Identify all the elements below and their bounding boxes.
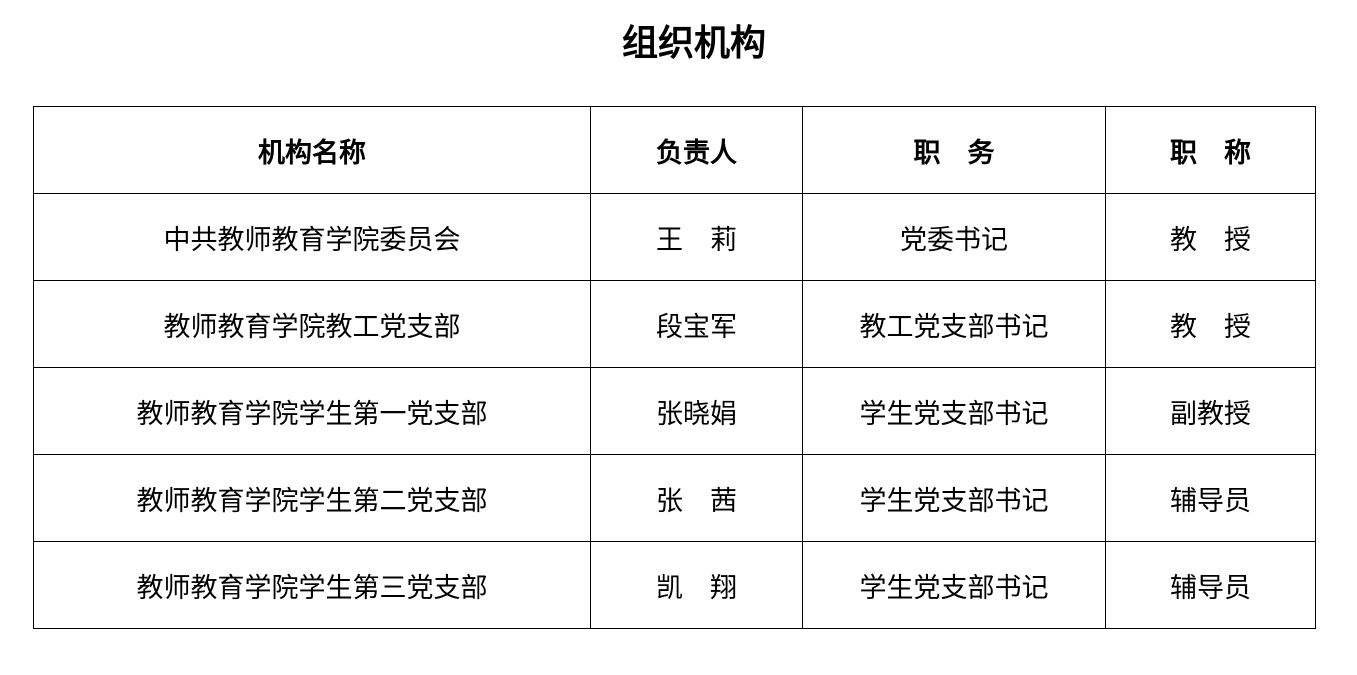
cell-leader: 凯 翔 — [590, 541, 803, 629]
cell-position: 党委书记 — [802, 193, 1106, 281]
table-row: 教师教育学院教工党支部 段宝军 教工党支部书记 教 授 — [33, 280, 1316, 368]
cell-leader: 段宝军 — [590, 280, 803, 368]
cell-title: 副教授 — [1105, 367, 1316, 455]
cell-title: 辅导员 — [1105, 541, 1316, 629]
header-row: 机构名称 负责人 职 务 职 称 — [33, 106, 1316, 194]
cell-position: 学生党支部书记 — [802, 541, 1106, 629]
header-leader: 负责人 — [590, 106, 803, 194]
cell-org-name: 教师教育学院学生第二党支部 — [33, 454, 591, 542]
table-row: 教师教育学院学生第二党支部 张 茜 学生党支部书记 辅导员 — [33, 454, 1316, 542]
cell-leader: 张 茜 — [590, 454, 803, 542]
cell-title: 辅导员 — [1105, 454, 1316, 542]
header-org-name: 机构名称 — [33, 106, 591, 194]
cell-position: 教工党支部书记 — [802, 280, 1106, 368]
cell-title: 教 授 — [1105, 280, 1316, 368]
table-row: 教师教育学院学生第三党支部 凯 翔 学生党支部书记 辅导员 — [33, 541, 1316, 629]
cell-position: 学生党支部书记 — [802, 454, 1106, 542]
cell-position: 学生党支部书记 — [802, 367, 1106, 455]
header-title: 职 称 — [1105, 106, 1316, 194]
cell-org-name: 教师教育学院学生第一党支部 — [33, 367, 591, 455]
cell-org-name: 中共教师教育学院委员会 — [33, 193, 591, 281]
cell-title: 教 授 — [1105, 193, 1316, 281]
cell-leader: 张晓娟 — [590, 367, 803, 455]
organization-table: 机构名称 负责人 职 务 职 称 中共教师教育学院委员会 王 莉 党委书记 教 … — [33, 106, 1316, 629]
header-position: 职 务 — [802, 106, 1106, 194]
table-row: 中共教师教育学院委员会 王 莉 党委书记 教 授 — [33, 193, 1316, 281]
cell-org-name: 教师教育学院教工党支部 — [33, 280, 591, 368]
cell-leader: 王 莉 — [590, 193, 803, 281]
page-title: 组织机构 — [621, 22, 766, 64]
cell-org-name: 教师教育学院学生第三党支部 — [33, 541, 591, 629]
table-row: 教师教育学院学生第一党支部 张晓娟 学生党支部书记 副教授 — [33, 367, 1316, 455]
